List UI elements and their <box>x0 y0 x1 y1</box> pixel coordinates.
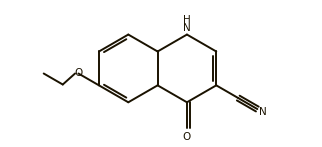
Text: H: H <box>183 15 191 25</box>
Text: O: O <box>74 69 82 78</box>
Text: N: N <box>183 23 191 33</box>
Text: N: N <box>259 107 267 117</box>
Text: O: O <box>183 132 191 142</box>
